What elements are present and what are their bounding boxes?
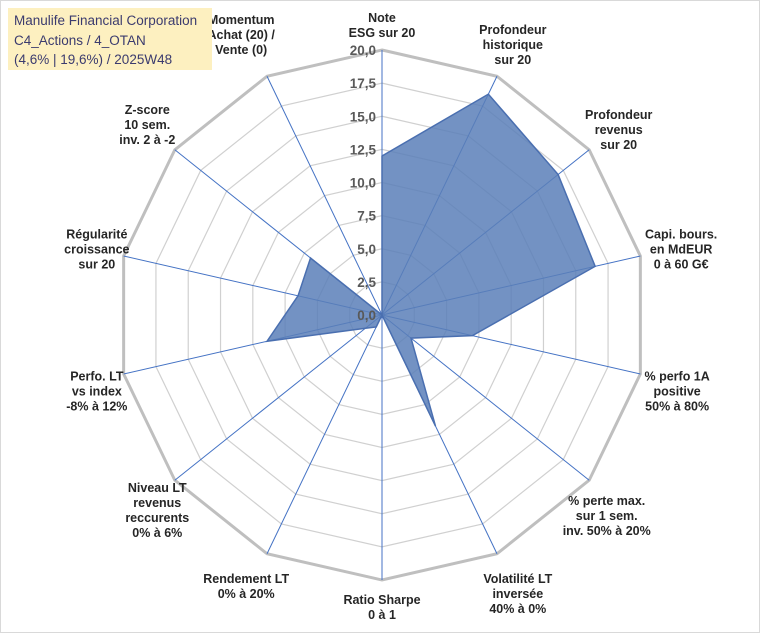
radar-axis-label: Niveau LT revenus reccurents 0% à 6% — [125, 481, 189, 540]
radar-axis-label-line: 50% à 80% — [645, 400, 709, 414]
radar-axis-label: Profondeur revenus sur 20 — [585, 108, 652, 152]
radar-axis-label-line: Perfo. LT — [70, 370, 124, 384]
radar-axis-label: % perfo 1A positive 50% à 80% — [645, 370, 710, 414]
radar-axis-labels: Note ESG sur 20 Profondeur historique sur 20… — [64, 11, 717, 622]
radar-axis-label-line: % perte max. — [568, 494, 645, 508]
radar-axis-label: Z-score 10 sem. inv. 2 à -2 — [119, 103, 175, 147]
radar-axis-label-line: Volatilité LT — [483, 572, 552, 586]
radar-axis-label-line: historique — [483, 38, 543, 52]
radar-axis-label-line: Capi. bours. — [645, 227, 717, 241]
radar-axis-label-line: croissance — [64, 242, 129, 256]
radar-axis-label-line: sur 20 — [494, 53, 531, 67]
radar-axis-label: Rendement LT 0% à 20% — [203, 572, 289, 601]
radar-spoke — [381, 314, 590, 481]
title-line-category: C4_Actions / 4_OTAN — [14, 32, 146, 48]
radar-axis-label-line: Achat (20) / — [207, 28, 275, 42]
chart-title-box: Manulife Financial Corporation C4_Action… — [8, 8, 212, 70]
radar-axis-label-line: sur 20 — [600, 138, 637, 152]
radar-axis-label-line: % perfo 1A — [645, 370, 710, 384]
radar-axis-label: Ratio Sharpe 0 à 1 — [343, 593, 420, 622]
radar-axis-label: Momentum Achat (20) / Vente (0) — [207, 13, 275, 57]
radar-axis-label: Capi. bours. en MdEUR 0 à 60 G€ — [645, 227, 717, 271]
radar-axis-label: Régularité croissance sur 20 — [64, 227, 129, 271]
radar-axis-label-line: 10 sem. — [124, 118, 170, 132]
radar-spoke — [266, 314, 383, 554]
radar-axis-label: Perfo. LT vs index -8% à 12% — [66, 370, 127, 414]
radar-axis-label: % perte max. sur 1 sem. inv. 50% à 20% — [563, 494, 651, 538]
radar-axis-label-line: 0% à 20% — [218, 587, 275, 601]
radar-axis-label-line: Vente (0) — [215, 43, 267, 57]
radar-tick-label: 15,0 — [350, 109, 376, 124]
radar-axis-label-line: Profondeur — [585, 108, 652, 122]
radar-axis-label-line: 0 à 1 — [368, 608, 396, 622]
radar-axis-label-line: -8% à 12% — [66, 400, 127, 414]
radar-axis-label-line: en MdEUR — [650, 242, 713, 256]
radar-axis-label: Volatilité LT inversée 40% à 0% — [483, 572, 552, 616]
radar-axis-label-line: Z-score — [125, 103, 170, 117]
radar-series-area — [265, 93, 597, 427]
radar-axis-label-line: ESG sur 20 — [349, 26, 416, 40]
radar-axis-label-line: Régularité — [66, 227, 127, 241]
radar-axis-label-line: sur 20 — [78, 257, 115, 271]
radar-axis-label-line: inv. 2 à -2 — [119, 133, 175, 147]
radar-axis-label-line: Note — [368, 11, 396, 25]
radar-axis-label-line: reccurents — [125, 511, 189, 525]
radar-axis-label-line: revenus — [133, 496, 181, 510]
radar-tick-label: 5,0 — [357, 242, 376, 257]
radar-axis-label-line: 0% à 6% — [132, 526, 182, 540]
radar-axis-label-line: Momentum — [208, 13, 275, 27]
radar-axis-label-line: 40% à 0% — [489, 602, 546, 616]
radar-axis-label-line: positive — [654, 385, 701, 399]
radar-axis-label-line: inv. 50% à 20% — [563, 524, 651, 538]
radar-axis-label-line: revenus — [595, 123, 643, 137]
radar-tick-label: 0,0 — [357, 308, 376, 323]
radar-axis-label-line: Niveau LT — [128, 481, 187, 495]
radar-axis-label-line: Ratio Sharpe — [343, 593, 420, 607]
radar-spoke — [174, 314, 383, 481]
radar-axis-label-line: 0 à 60 G€ — [654, 257, 709, 271]
radar-axis-label: Profondeur historique sur 20 — [479, 23, 546, 67]
radar-axis-label: Note ESG sur 20 — [349, 11, 416, 40]
radar-series — [265, 93, 597, 427]
radar-tick-label: 2,5 — [357, 275, 376, 290]
radar-tick-labels: 0,0 2,5 5,0 7,5 10,0 12,5 15,0 17,5 20,0 — [350, 43, 377, 323]
radar-axis-label-line: inversée — [492, 587, 543, 601]
radar-axis-label-line: Rendement LT — [203, 572, 289, 586]
radar-tick-label: 17,5 — [350, 76, 377, 91]
title-line-period: (4,6% | 19,6%) / 2025W48 — [14, 52, 173, 67]
radar-tick-label: 10,0 — [350, 176, 376, 191]
radar-tick-label: 12,5 — [350, 142, 377, 157]
radar-tick-label: 20,0 — [350, 43, 376, 58]
radar-spoke — [266, 76, 383, 316]
title-line-company: Manulife Financial Corporation — [14, 13, 198, 28]
radar-tick-label: 7,5 — [357, 209, 376, 224]
radar-axis-label-line: vs index — [72, 385, 122, 399]
radar-axis-label-line: sur 1 sem. — [576, 509, 638, 523]
radar-axis-label-line: Profondeur — [479, 23, 546, 37]
